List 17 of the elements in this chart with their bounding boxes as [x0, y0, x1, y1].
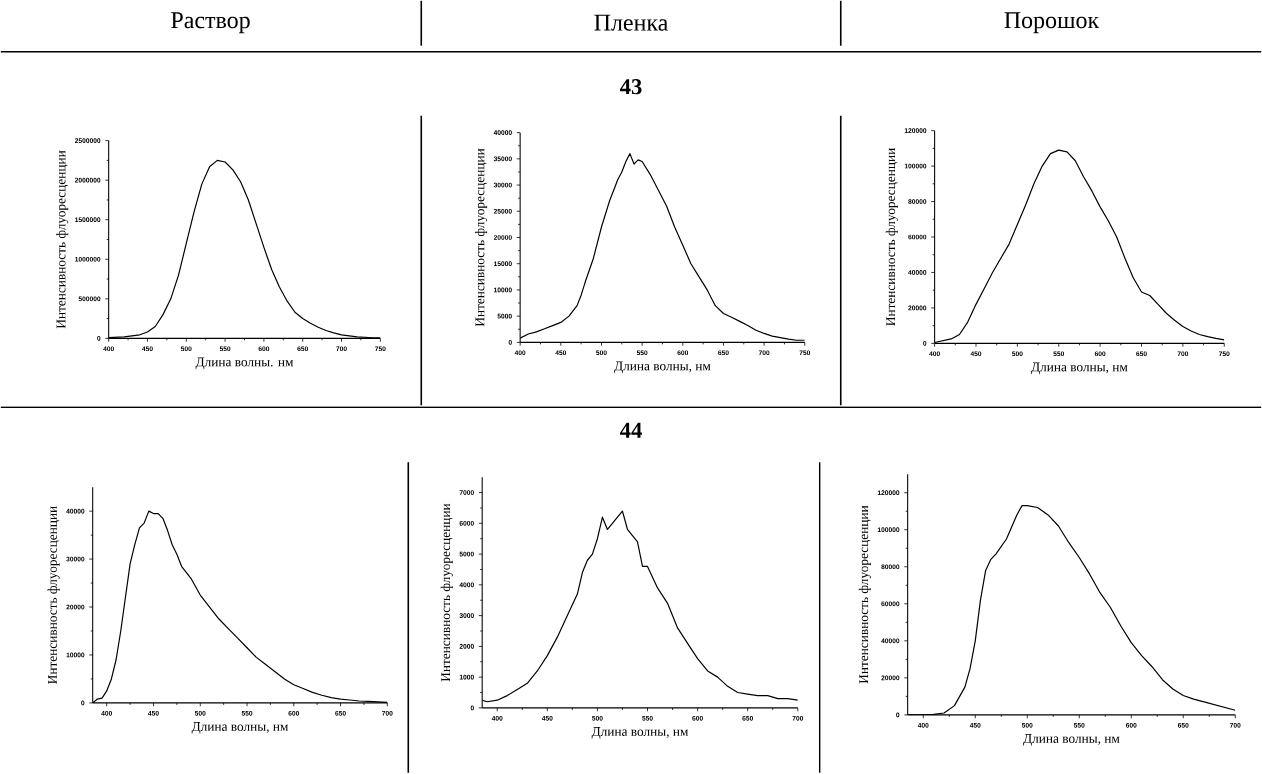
x-axis-title: Длина волны, нм [591, 727, 689, 739]
y-axis-title: Интенсивность флуоресценции [474, 148, 488, 327]
y-axis-title: Интенсивность флуоресценции [858, 505, 871, 684]
chart-subtitle: 43 [620, 79, 642, 95]
y-axis-title: Интенсивность флуоресценции [56, 150, 69, 329]
y-axis-title: Интенсивность флуоресценции [885, 148, 898, 327]
x-axis-title: Длина волны, нм [614, 361, 711, 374]
chart-subtitle: 44 [620, 422, 642, 438]
x-axis-title: Длина волны, нм [191, 722, 289, 734]
chart-title: Порошок [1004, 12, 1100, 34]
chart-title: Пленка [594, 14, 669, 31]
y-axis-title: Интенсивность флуоресценции [440, 503, 453, 682]
x-axis-title: Длина волны, нм [1031, 362, 1128, 375]
x-axis-title: Длина волны, нм [1023, 734, 1120, 746]
y-axis-title: Интенсивность флуоресценции [47, 506, 60, 685]
chart-title: Раствор [171, 12, 250, 34]
x-axis-title: Длина волны. нм [195, 357, 294, 370]
